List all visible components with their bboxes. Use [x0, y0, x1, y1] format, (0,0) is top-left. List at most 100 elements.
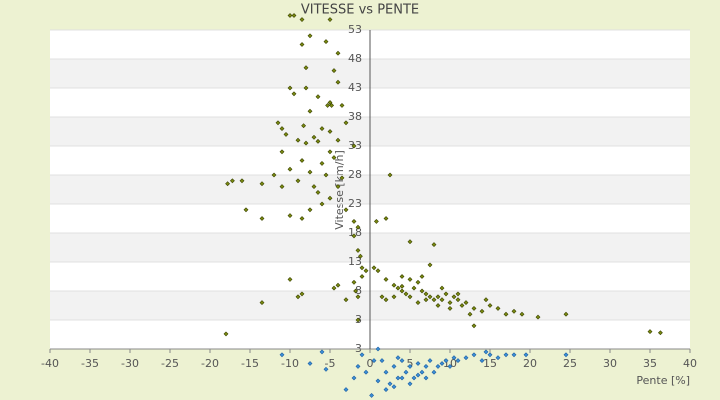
point	[335, 282, 341, 288]
point	[503, 352, 509, 358]
point	[319, 160, 325, 166]
point	[471, 352, 477, 358]
point	[647, 329, 653, 335]
point	[455, 297, 461, 303]
point	[351, 375, 357, 381]
point	[327, 100, 333, 105]
point	[331, 68, 337, 74]
point	[243, 207, 249, 213]
point	[523, 352, 529, 358]
point	[387, 172, 393, 178]
point	[355, 247, 361, 253]
point	[511, 352, 517, 358]
point	[535, 314, 541, 320]
point	[311, 134, 317, 140]
y-tick-label: 43	[348, 81, 362, 94]
point	[383, 276, 389, 282]
point	[287, 213, 293, 219]
y-tick-label: 48	[348, 52, 362, 65]
point	[329, 102, 335, 108]
point	[325, 102, 331, 108]
point	[229, 178, 235, 184]
point	[415, 372, 421, 378]
point	[299, 42, 305, 47]
point	[435, 294, 441, 300]
point	[369, 392, 375, 398]
point	[503, 311, 509, 317]
point	[335, 184, 341, 190]
point	[459, 303, 465, 308]
point	[419, 274, 425, 279]
point	[431, 297, 437, 303]
point	[379, 358, 385, 364]
point	[415, 300, 421, 306]
point	[495, 355, 501, 361]
point	[379, 294, 385, 300]
point	[519, 311, 525, 317]
point	[487, 352, 493, 358]
point	[399, 288, 405, 294]
point	[239, 178, 245, 184]
point	[427, 294, 433, 300]
point	[331, 285, 337, 291]
point	[291, 13, 297, 18]
point	[391, 384, 397, 390]
point	[455, 291, 461, 297]
point	[355, 363, 361, 369]
point	[423, 297, 429, 303]
point	[451, 294, 457, 300]
point	[351, 218, 357, 224]
point	[419, 288, 425, 294]
point	[359, 274, 365, 279]
x-tick-label: -15	[241, 357, 259, 370]
x-tick-label: 15	[483, 357, 497, 370]
point	[295, 137, 301, 143]
point	[399, 375, 405, 381]
point	[407, 294, 413, 300]
point	[435, 363, 441, 369]
x-tick-label: -5	[325, 357, 336, 370]
point	[403, 291, 409, 297]
y-tick-label: 13	[348, 255, 362, 268]
point	[357, 253, 363, 259]
point	[383, 216, 389, 221]
point	[391, 294, 397, 300]
point	[451, 355, 457, 361]
point	[483, 349, 489, 355]
point	[259, 216, 265, 221]
point	[447, 300, 453, 306]
point	[275, 120, 281, 126]
point	[303, 65, 309, 71]
point	[395, 285, 401, 291]
x-tick-label: -25	[161, 357, 179, 370]
point	[443, 291, 449, 297]
point	[479, 358, 485, 364]
point	[323, 39, 329, 45]
point	[395, 355, 401, 361]
point	[303, 140, 309, 146]
point	[411, 285, 417, 291]
y-tick-label: 8	[355, 284, 362, 297]
point	[439, 285, 445, 291]
point	[383, 297, 389, 303]
point	[327, 17, 333, 22]
y-tick-label: 18	[348, 226, 362, 239]
point	[319, 349, 325, 355]
point	[363, 369, 369, 375]
point	[479, 308, 485, 314]
point	[343, 297, 349, 303]
point	[415, 361, 421, 366]
point	[327, 149, 333, 155]
point	[403, 369, 409, 375]
point	[355, 294, 361, 300]
point	[439, 361, 445, 366]
point	[259, 300, 265, 306]
point	[323, 366, 329, 372]
point	[391, 282, 397, 288]
point	[283, 131, 289, 137]
x-tick-label: -10	[281, 357, 299, 370]
point	[395, 375, 401, 381]
point	[371, 265, 377, 271]
point	[463, 300, 469, 306]
